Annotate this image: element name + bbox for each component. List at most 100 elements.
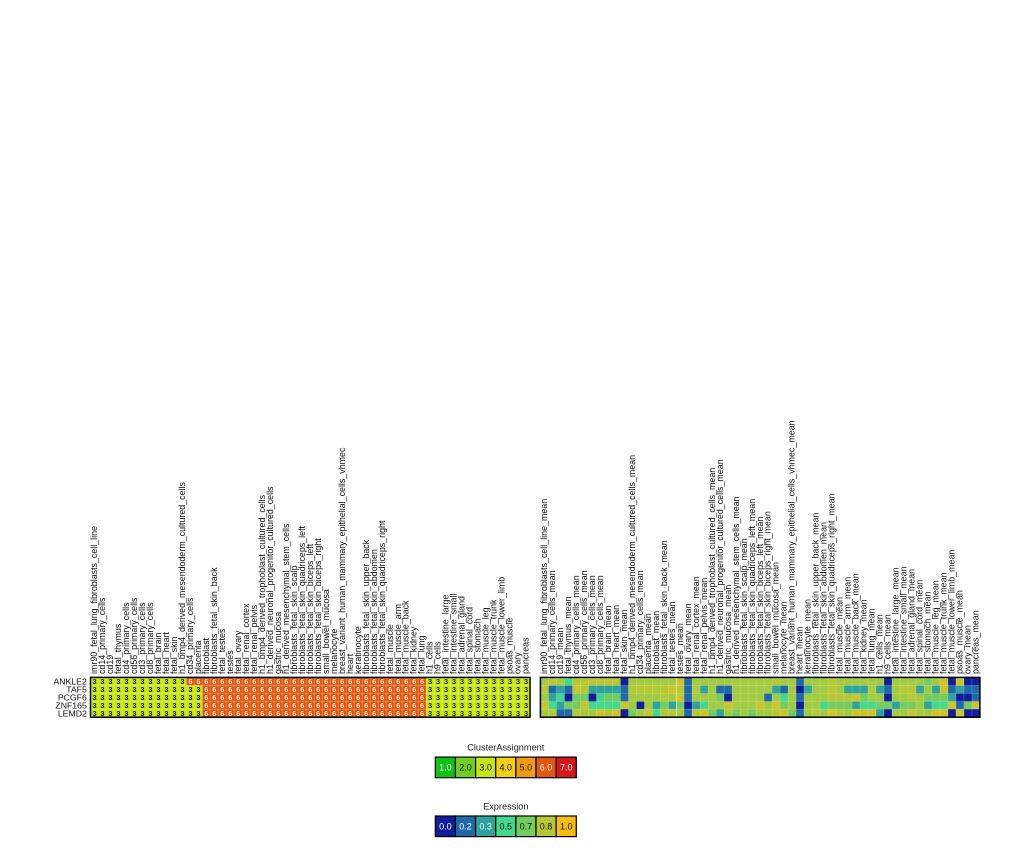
- svg-text:3: 3: [164, 685, 168, 694]
- svg-text:3: 3: [524, 701, 528, 710]
- svg-text:3: 3: [116, 693, 120, 702]
- svg-text:psoas_muscle: psoas_muscle: [505, 617, 515, 674]
- svg-text:6: 6: [220, 701, 224, 710]
- svg-text:0.8: 0.8: [540, 822, 553, 832]
- svg-text:6: 6: [228, 685, 232, 694]
- svg-text:fetal_muscle_back: fetal_muscle_back: [401, 600, 411, 674]
- svg-text:6: 6: [340, 677, 344, 686]
- svg-text:3: 3: [116, 677, 120, 686]
- svg-text:fibroblast: fibroblast: [201, 637, 211, 674]
- svg-text:3: 3: [132, 677, 136, 686]
- svg-text:3: 3: [468, 693, 472, 702]
- svg-text:cd19_mean: cd19_mean: [555, 628, 565, 674]
- svg-text:3: 3: [468, 677, 472, 686]
- svg-text:6: 6: [372, 677, 376, 686]
- svg-text:6: 6: [332, 677, 336, 686]
- svg-text:fetal_renal_pelvis: fetal_renal_pelvis: [249, 604, 259, 674]
- svg-text:6: 6: [236, 709, 240, 718]
- svg-text:0.5: 0.5: [500, 822, 513, 832]
- svg-text:3: 3: [460, 677, 464, 686]
- svg-text:fetal_heart: fetal_heart: [161, 632, 171, 674]
- svg-text:6: 6: [372, 693, 376, 702]
- svg-text:3: 3: [468, 709, 472, 718]
- svg-text:6: 6: [276, 693, 280, 702]
- svg-text:ovary: ovary: [513, 652, 523, 674]
- svg-text:3: 3: [100, 709, 104, 718]
- svg-text:fibroblasts_fetal_skin_back_me: fibroblasts_fetal_skin_back_mean: [659, 540, 669, 674]
- svg-text:fetal_muscle: fetal_muscle: [385, 624, 395, 674]
- svg-text:3: 3: [460, 685, 464, 694]
- svg-text:3: 3: [100, 677, 104, 686]
- svg-text:6: 6: [396, 685, 400, 694]
- svg-text:fetal_heart_mean: fetal_heart_mean: [611, 605, 621, 674]
- svg-text:imr90_fetal_lung_fibroblasts_c: imr90_fetal_lung_fibroblasts_cell_line: [89, 526, 99, 674]
- svg-text:6: 6: [244, 701, 248, 710]
- svg-text:ZNF165: ZNF165: [55, 700, 87, 710]
- svg-text:3: 3: [484, 685, 488, 694]
- svg-text:3: 3: [172, 677, 176, 686]
- svg-text:fetal_spinal_cord: fetal_spinal_cord: [465, 607, 475, 674]
- svg-text:fibroblasts_fetal_skin_quadric: fibroblasts_fetal_skin_quadriceps_left: [297, 525, 307, 674]
- svg-text:h1_derived_mesenchymal_stem_ce: h1_derived_mesenchymal_stem_cells_mean: [731, 496, 741, 674]
- svg-text:3: 3: [132, 693, 136, 702]
- svg-text:3: 3: [492, 685, 496, 694]
- svg-text:fibroblasts_fetal_skin_abdomen: fibroblasts_fetal_skin_abdomen_mean: [819, 522, 829, 674]
- svg-text:fibroblast_mean: fibroblast_mean: [651, 611, 661, 674]
- svg-text:fetal_testes: fetal_testes: [217, 628, 227, 674]
- svg-text:3: 3: [148, 685, 152, 694]
- svg-text:testes: testes: [225, 650, 235, 674]
- svg-text:3: 3: [156, 701, 160, 710]
- svg-text:3: 3: [164, 701, 168, 710]
- svg-text:3: 3: [524, 677, 528, 686]
- svg-text:3: 3: [164, 677, 168, 686]
- svg-text:6: 6: [316, 709, 320, 718]
- svg-text:breast_variant_human_mammary_e: breast_variant_human_mammary_epithelial_…: [787, 420, 797, 674]
- svg-text:3: 3: [196, 701, 200, 710]
- svg-text:keratinocyte_mean: keratinocyte_mean: [803, 599, 813, 674]
- svg-text:fibroblasts_fetal_skin_scalp_m: fibroblasts_fetal_skin_scalp_mean: [739, 538, 749, 674]
- svg-text:3: 3: [500, 677, 504, 686]
- svg-text:h1_cells: h1_cells: [425, 641, 435, 674]
- svg-text:6: 6: [396, 693, 400, 702]
- svg-text:h1_bmp4_derived_trophoblast_cu: h1_bmp4_derived_trophoblast_cultured_cel…: [707, 468, 717, 674]
- svg-text:3: 3: [476, 685, 480, 694]
- svg-text:1.0: 1.0: [560, 822, 573, 832]
- svg-text:6: 6: [292, 685, 296, 694]
- svg-text:fetal_lung: fetal_lung: [417, 635, 427, 674]
- svg-text:6: 6: [380, 709, 384, 718]
- svg-text:cd14_primary_cells: cd14_primary_cells: [97, 597, 107, 674]
- svg-text:6: 6: [388, 693, 392, 702]
- svg-text:3: 3: [196, 685, 200, 694]
- svg-text:0.2: 0.2: [459, 822, 472, 832]
- svg-text:6: 6: [356, 685, 360, 694]
- svg-text:6.0: 6.0: [540, 763, 553, 773]
- svg-text:3: 3: [516, 677, 520, 686]
- svg-text:6: 6: [244, 677, 248, 686]
- svg-text:3: 3: [484, 677, 488, 686]
- svg-text:6: 6: [220, 685, 224, 694]
- svg-text:6: 6: [388, 709, 392, 718]
- svg-text:imr90_fetal_lung_fibroblasts_c: imr90_fetal_lung_fibroblasts_cell_line_m…: [539, 499, 549, 674]
- svg-text:6: 6: [356, 709, 360, 718]
- svg-text:3: 3: [92, 693, 96, 702]
- svg-text:6: 6: [420, 701, 424, 710]
- svg-text:3: 3: [108, 701, 112, 710]
- svg-text:fetal_stomach: fetal_stomach: [473, 619, 483, 674]
- svg-text:6: 6: [268, 701, 272, 710]
- svg-text:3: 3: [148, 677, 152, 686]
- svg-text:3: 3: [452, 693, 456, 702]
- svg-text:3: 3: [500, 709, 504, 718]
- svg-text:3: 3: [492, 709, 496, 718]
- svg-text:fetal_muscle_trunk: fetal_muscle_trunk: [489, 599, 499, 674]
- svg-text:3: 3: [516, 701, 520, 710]
- svg-text:fibroblasts_fetal_skin_biceps_: fibroblasts_fetal_skin_biceps_left_mean: [755, 517, 765, 674]
- svg-text:cd56_primary_cells: cd56_primary_cells: [129, 597, 139, 674]
- svg-text:placenta_mean: placenta_mean: [643, 613, 653, 674]
- svg-text:3: 3: [92, 677, 96, 686]
- svg-text:6: 6: [372, 701, 376, 710]
- svg-text:6: 6: [244, 709, 248, 718]
- svg-text:fetal_muscle_arm: fetal_muscle_arm: [393, 604, 403, 674]
- svg-text:h9_cells_mean: h9_cells_mean: [883, 614, 893, 674]
- svg-text:3: 3: [476, 709, 480, 718]
- svg-text:3: 3: [172, 701, 176, 710]
